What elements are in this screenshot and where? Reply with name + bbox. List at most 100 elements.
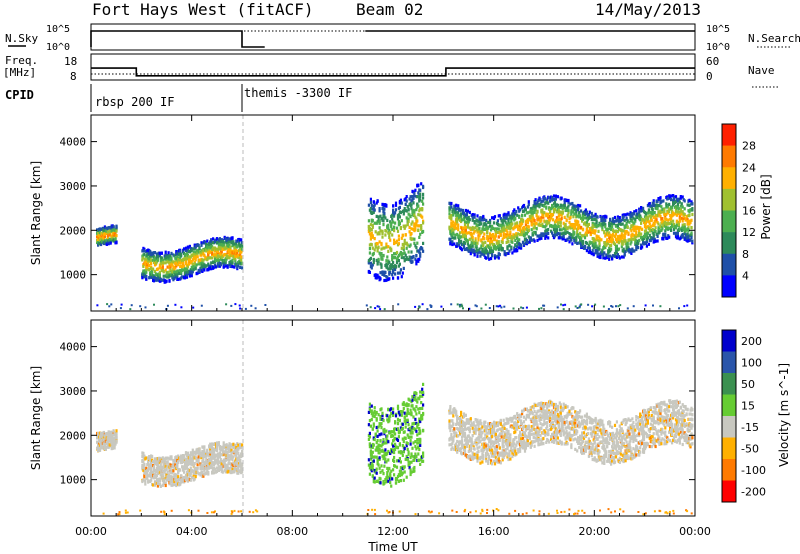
echo-pixel [482,241,485,245]
echo-pixel [607,242,610,246]
echo-pixel [517,232,520,236]
echo-pixel [552,236,556,240]
echo-pixel [649,236,652,240]
echo-pixel [412,201,415,205]
echo-pixel [683,212,686,217]
echo-pixel [207,262,210,266]
echo-pixel [404,224,407,228]
echo-pixel [142,460,145,464]
echo-pixel [173,479,176,483]
echo-pixel [209,465,212,469]
echo-pixel [410,227,413,231]
echo-pixel [162,274,165,278]
echo-pixel [237,244,240,248]
echo-pixel [618,216,621,220]
echo-pixel [685,237,688,241]
echo-pixel [398,205,401,209]
echo-pixel [414,188,417,192]
echo-pixel [501,221,504,225]
echo-pixel [156,267,159,271]
echo-pixel [544,236,547,240]
echo-pixel [548,196,551,200]
echo-pixel [229,252,232,256]
echo-pixel [576,241,579,245]
echo-pixel [680,216,683,220]
echo-pixel [476,224,479,228]
echo-pixel [520,244,523,248]
echo-pixel [635,209,638,213]
cpid-row: CPID rbsp 200 IF themis -3300 IF [5,84,352,112]
echo-pixel [551,206,555,210]
echo-pixel [513,249,516,253]
echo-pixel [376,305,379,308]
echo-pixel [172,469,175,473]
echo-pixel [513,208,516,212]
echo-pixel [392,265,395,269]
echo-pixel [208,242,211,246]
echo-pixel [236,239,239,243]
echo-pixel [457,204,460,208]
echo-pixel [528,240,531,244]
echo-pixel [196,447,199,451]
echo-pixel [403,251,406,255]
echo-pixel [405,209,408,213]
echo-pixel [104,447,107,451]
echo-pixel [631,213,634,218]
echo-pixel [499,229,502,234]
echo-pixel [495,227,498,231]
echo-pixel [180,270,183,274]
echo-pixel [464,234,467,238]
echo-pixel [422,219,425,223]
echo-pixel [540,200,543,204]
echo-pixel [231,258,234,262]
echo-pixel [103,232,106,236]
echo-pixel [373,221,376,225]
echo-pixel [419,232,422,236]
echo-pixel [210,261,213,265]
station-title: Fort Hays West (fitACF) [92,0,314,19]
echo-pixel [184,270,188,274]
echo-pixel [106,236,109,240]
echo-pixel [422,221,425,225]
echo-pixel [562,308,565,311]
echo-pixel [144,262,147,267]
echo-pixel [581,215,585,219]
echo-pixel [106,442,109,446]
echo-pixel [225,450,228,454]
echo-pixel [416,202,419,206]
echo-pixel [457,228,460,232]
echo-pixel [156,484,159,488]
echo-pixel [208,454,211,458]
echo-pixel [620,240,623,244]
echo-pixel [595,237,598,241]
echo-pixel [690,226,693,230]
echo-pixel [642,206,645,210]
echo-pixel [183,463,187,467]
echo-pixel [371,234,374,238]
echo-pixel [596,254,599,258]
echo-pixel [459,231,462,235]
echo-pixel [663,213,666,217]
echo-pixel [397,242,400,246]
echo-pixel [409,195,412,199]
echo-pixel [622,249,625,253]
echo-pixel [239,307,242,310]
echo-pixel [522,229,526,233]
echo-pixel [678,227,681,231]
echo-pixel [402,266,405,270]
echo-pixel [532,230,535,234]
echo-pixel [391,213,394,217]
echo-pixel [556,306,559,309]
echo-pixel [401,252,404,256]
echo-pixel [483,253,486,257]
echo-pixel [148,463,151,467]
echo-pixel [690,218,693,222]
echo-pixel [178,271,181,275]
echo-pixel [176,275,179,279]
echo-pixel [532,207,535,211]
echo-pixel [180,252,183,256]
echo-pixel [587,222,590,226]
echo-pixel [194,455,197,459]
echo-pixel [616,230,619,234]
